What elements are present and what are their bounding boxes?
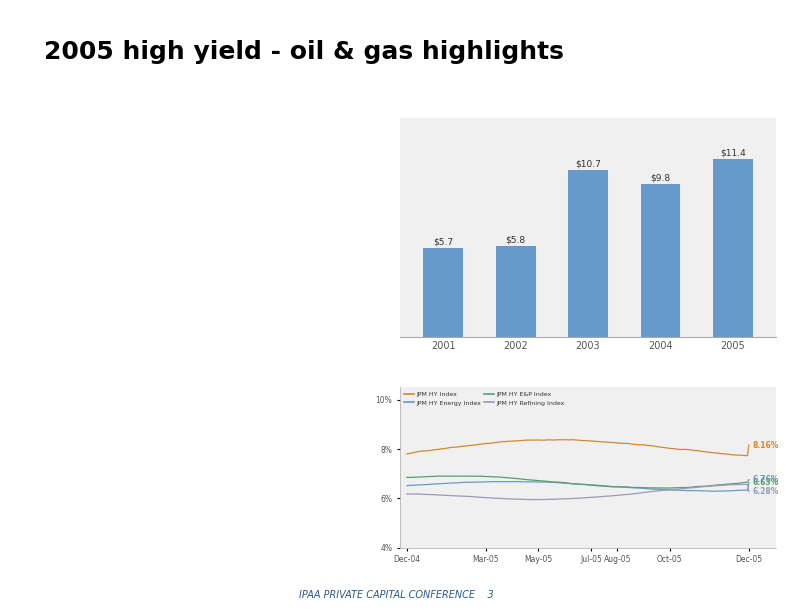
Text: 6.76%: 6.76% [752,475,779,484]
Bar [496,246,535,337]
Legend: JPM HY Index, JPM HY Energy Index, JPM HY E&P Index, JPM HY Refining Index: JPM HY Index, JPM HY Energy Index, JPM H… [402,389,567,408]
Text: 8.16%: 8.16% [752,441,779,450]
Text: IPAA PRIVATE CAPITAL CONFERENCE    3: IPAA PRIVATE CAPITAL CONFERENCE 3 [299,590,493,600]
Text: $5.8: $5.8 [505,236,526,245]
Text: JPMorgan Oil & Gas High Yield Indices (YTW %): JPMorgan Oil & Gas High Yield Indices (Y… [398,368,641,378]
Text: $10.7: $10.7 [575,159,601,168]
Bar [641,184,680,337]
Text: ($ millions, except bond prices): ($ millions, except bond prices) [48,74,213,84]
Text: 2005 high yield - oil & gas highlights: 2005 high yield - oil & gas highlights [44,40,563,64]
Bar [713,159,752,337]
Text: 6.63%: 6.63% [752,479,779,487]
Bar [424,248,463,337]
Text: Oil & gas high yield supply ($ billions): Oil & gas high yield supply ($ billions) [398,99,596,108]
Bar [568,170,608,337]
Text: $5.7: $5.7 [433,237,454,246]
Text: $9.8: $9.8 [650,173,671,182]
Text: $11.4: $11.4 [720,148,745,157]
Text: 6.28%: 6.28% [752,487,779,496]
